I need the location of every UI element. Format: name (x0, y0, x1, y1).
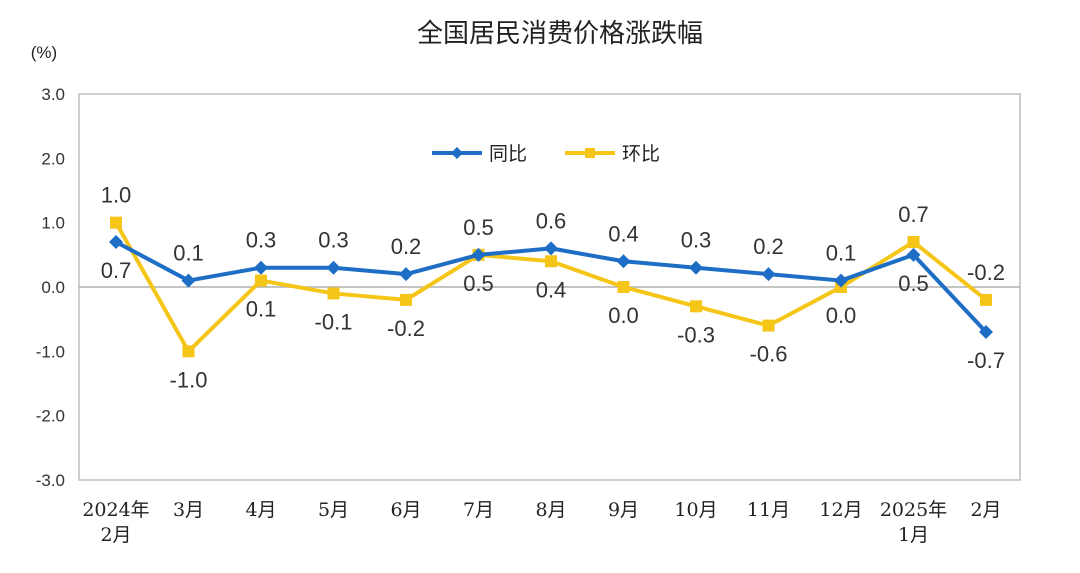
y-tick-label: 3.0 (41, 85, 65, 104)
x-tick-label: 3月 (173, 499, 204, 521)
point-marker-mom (980, 293, 992, 306)
point-marker-mom (762, 319, 775, 332)
data-label-yoy: 0.3 (681, 228, 712, 253)
y-tick-label: -3.0 (36, 471, 65, 490)
series-layer (109, 216, 993, 358)
point-marker-yoy (689, 260, 703, 275)
x-tick-label: 2月 (970, 499, 1001, 521)
y-tick-label: 0.0 (41, 278, 65, 297)
data-label-yoy: 0.5 (898, 271, 929, 296)
data-label-yoy: 0.6 (536, 208, 567, 233)
data-labels: 0.7 0.1 0.3 0.3 0.2 0.5 0.6 0.4 0.3 0.2 0.1 0.5 -0.7… (101, 183, 1005, 393)
x-tick-label: 2025年 (880, 499, 947, 521)
data-label-yoy: 0.3 (318, 228, 349, 253)
data-label-mom: -1.0 (170, 367, 208, 392)
data-label-yoy: 0.1 (826, 241, 857, 266)
y-tick-label: -2.0 (36, 407, 65, 426)
x-tick-label: 4月 (245, 499, 276, 521)
point-marker-yoy (254, 260, 268, 275)
point-marker-yoy (834, 273, 848, 288)
data-label-mom: 0.4 (536, 277, 567, 302)
x-tick-label: 11月 (747, 499, 790, 521)
point-marker-mom (255, 274, 267, 287)
data-label-mom: 0.0 (608, 303, 639, 328)
point-marker-yoy (544, 241, 558, 256)
point-marker-mom (545, 255, 557, 268)
point-marker-yoy (471, 247, 486, 262)
x-tick-label: 9月 (608, 499, 639, 521)
x-tick-label: 10月 (674, 499, 717, 521)
y-axis-ticks: 3.0 2.0 1.0 0.0 -1.0 -2.0 -3.0 (36, 85, 65, 490)
point-marker-mom (182, 345, 195, 358)
data-label-mom: 1.0 (101, 183, 132, 208)
data-label-yoy: 0.2 (391, 234, 422, 259)
data-label-yoy: 0.5 (463, 215, 494, 240)
x-tick-label: 2月 (100, 524, 131, 546)
x-axis-ticks: 2024年 2月 3月 4月 5月 6月 7月 8月 9月 10月 11月 12月 2025年 1月 2月 (82, 499, 1001, 546)
x-tick-label: 2024年 (82, 499, 149, 521)
y-unit-label: (%) (31, 43, 57, 62)
chart-title: 全国居民消费价格涨跌幅 (417, 19, 703, 49)
point-marker-mom (400, 293, 412, 306)
legend-label: 环比 (622, 143, 660, 165)
point-marker-yoy (979, 325, 993, 340)
data-label-mom: 0.5 (463, 271, 494, 296)
point-marker-mom (907, 235, 920, 248)
data-label-mom: 0.1 (246, 297, 277, 322)
legend-marker-diamond (451, 147, 463, 159)
x-tick-label: 8月 (535, 499, 566, 521)
point-marker-mom (617, 281, 630, 293)
x-tick-label: 5月 (318, 499, 349, 521)
legend-marker-square (585, 148, 595, 158)
legend-label: 同比 (489, 143, 527, 165)
point-marker-mom (690, 300, 702, 313)
data-label-yoy: 0.2 (753, 234, 784, 259)
data-label-mom: -0.6 (750, 342, 788, 367)
point-marker-yoy (906, 247, 921, 262)
data-label-mom: -0.1 (315, 309, 353, 334)
data-label-mom: 0.7 (898, 202, 929, 227)
point-marker-yoy (326, 260, 341, 275)
point-marker-yoy (109, 234, 123, 249)
y-tick-label: 2.0 (41, 149, 65, 168)
x-tick-label: 6月 (390, 499, 421, 521)
data-label-yoy: 0.1 (173, 241, 204, 266)
x-tick-label: 7月 (463, 499, 494, 521)
point-marker-mom (110, 216, 122, 229)
point-marker-yoy (181, 273, 196, 288)
data-label-yoy: -0.7 (967, 348, 1005, 373)
point-marker-yoy (399, 267, 413, 282)
legend: 同比 环比 (432, 143, 660, 165)
y-tick-label: -1.0 (36, 342, 65, 361)
data-label-mom: -0.2 (387, 316, 425, 341)
y-tick-label: 1.0 (41, 214, 65, 233)
point-marker-mom (327, 287, 340, 300)
point-marker-yoy (616, 254, 631, 269)
data-label-mom: -0.3 (677, 322, 715, 347)
data-label-mom: -0.2 (967, 260, 1005, 285)
data-label-mom: 0.0 (826, 303, 857, 328)
x-tick-label: 1月 (898, 524, 929, 546)
data-label-yoy: 0.3 (246, 228, 277, 253)
x-tick-label: 12月 (819, 499, 862, 521)
point-marker-yoy (761, 267, 776, 282)
data-label-yoy: 0.7 (101, 258, 132, 283)
data-label-yoy: 0.4 (608, 221, 639, 246)
